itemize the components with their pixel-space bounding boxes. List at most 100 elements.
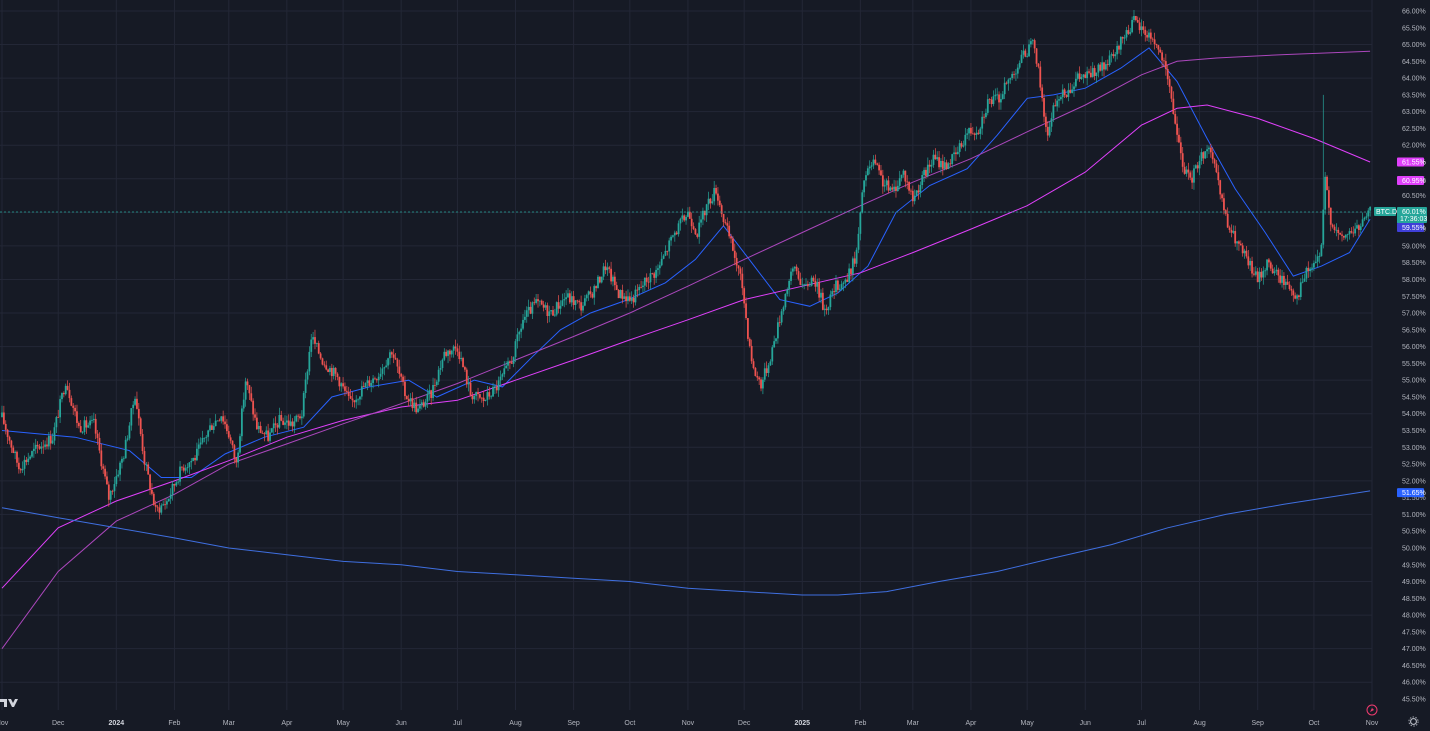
candle-body bbox=[1065, 95, 1068, 97]
y-tick-label: 51.00% bbox=[1402, 512, 1426, 519]
candle-body bbox=[477, 391, 479, 395]
candle-body bbox=[1260, 271, 1263, 278]
candle-body bbox=[1121, 37, 1124, 39]
candle-body bbox=[934, 154, 937, 160]
candle-body bbox=[625, 296, 627, 302]
candle-body bbox=[1091, 68, 1094, 78]
candle-body bbox=[242, 399, 245, 409]
candle-body bbox=[179, 466, 181, 482]
candle-body bbox=[246, 381, 249, 386]
candle-body bbox=[1129, 32, 1132, 34]
candle-body bbox=[62, 393, 65, 395]
candle-body bbox=[284, 422, 286, 425]
candle-body bbox=[741, 273, 744, 289]
candle-body bbox=[962, 145, 965, 147]
candle-body bbox=[762, 379, 764, 389]
candle-body bbox=[492, 386, 494, 397]
y-tick-label: 55.00% bbox=[1402, 378, 1426, 385]
candle-body bbox=[565, 297, 568, 300]
y-tick-label: 56.00% bbox=[1402, 344, 1426, 351]
candle-body bbox=[887, 180, 890, 191]
candle-body bbox=[1331, 224, 1334, 227]
candle-body bbox=[1123, 37, 1126, 39]
candle-body bbox=[677, 223, 680, 235]
candle-body bbox=[447, 350, 449, 356]
candle-body bbox=[981, 116, 984, 129]
candle-body bbox=[505, 365, 508, 369]
candle-body bbox=[1108, 55, 1111, 66]
candle-body bbox=[797, 271, 800, 279]
candle-body bbox=[865, 175, 867, 181]
candle-body bbox=[636, 289, 639, 291]
candle-body bbox=[134, 398, 136, 405]
candle-body bbox=[252, 400, 255, 415]
y-tick-label: 65.50% bbox=[1402, 25, 1426, 32]
candle-body bbox=[407, 399, 410, 402]
candle-body bbox=[1356, 225, 1358, 229]
candle-body bbox=[855, 249, 858, 264]
candle-body bbox=[844, 279, 847, 283]
candle-body bbox=[23, 459, 26, 469]
candle-body bbox=[1342, 235, 1345, 238]
gear-icon[interactable] bbox=[1408, 716, 1419, 727]
candle-body bbox=[139, 418, 142, 435]
candle-body bbox=[1326, 176, 1328, 191]
candle-body bbox=[602, 266, 605, 277]
candle-body bbox=[122, 458, 125, 460]
tradingview-logo-icon[interactable] bbox=[0, 697, 18, 709]
candle-body bbox=[1155, 44, 1158, 46]
candle-body bbox=[196, 448, 198, 461]
candle-body bbox=[46, 444, 48, 447]
candle-body bbox=[1363, 217, 1366, 220]
candle-body bbox=[280, 414, 283, 421]
candle-body bbox=[426, 393, 429, 402]
candle-body bbox=[1003, 82, 1006, 95]
candle-body bbox=[413, 402, 416, 409]
candle-body bbox=[835, 280, 837, 293]
candle-body bbox=[951, 154, 954, 164]
candle-body bbox=[523, 316, 526, 320]
candle-body bbox=[57, 417, 60, 418]
candle-body bbox=[151, 489, 153, 494]
time-axis[interactable]: Nov Dec 2024 Feb Mar Apr May Jun Jul Aug Sep Oct Nov… bbox=[0, 720, 1379, 727]
candle-body bbox=[878, 164, 880, 171]
candle-body bbox=[833, 291, 836, 293]
candle-body bbox=[1354, 228, 1357, 234]
candle-body bbox=[420, 402, 423, 406]
candle-body bbox=[1183, 166, 1186, 174]
candle-body bbox=[366, 380, 369, 384]
candle-body bbox=[237, 452, 240, 463]
candle-body bbox=[77, 422, 80, 427]
candle-body bbox=[1054, 105, 1057, 107]
price-axis[interactable]: 66.00% 65.50% 65.00% 64.50% 64.00% 63.50% 63.0… bbox=[1402, 9, 1426, 704]
candle-body bbox=[1153, 39, 1156, 45]
compass-icon[interactable] bbox=[1366, 704, 1378, 716]
candle-body bbox=[441, 359, 444, 369]
candle-body bbox=[188, 462, 191, 468]
candle-body bbox=[1320, 244, 1323, 257]
candle-body bbox=[688, 211, 691, 219]
candle-body bbox=[1185, 169, 1188, 174]
y-tick-label: 53.00% bbox=[1402, 445, 1426, 452]
candle-body bbox=[1016, 67, 1019, 74]
moving-average-line-3 bbox=[1, 50, 1371, 649]
candle-body bbox=[1001, 94, 1004, 100]
candle-body bbox=[988, 99, 991, 100]
last-price-badge-box bbox=[1397, 207, 1427, 224]
candle-body bbox=[1080, 77, 1083, 79]
y-tick-label: 50.00% bbox=[1402, 545, 1426, 552]
candle-body bbox=[818, 282, 821, 298]
candle-body bbox=[72, 405, 75, 408]
candle-body bbox=[439, 368, 442, 370]
candle-body bbox=[990, 99, 993, 105]
candle-body bbox=[1043, 98, 1045, 117]
candle-body bbox=[1056, 100, 1059, 107]
candle-body bbox=[181, 466, 183, 468]
candle-body bbox=[156, 506, 159, 508]
candle-body bbox=[432, 385, 434, 398]
candle-body bbox=[913, 195, 916, 202]
candle-body bbox=[555, 302, 558, 315]
candle-body bbox=[199, 442, 202, 445]
candle-body bbox=[211, 425, 213, 430]
